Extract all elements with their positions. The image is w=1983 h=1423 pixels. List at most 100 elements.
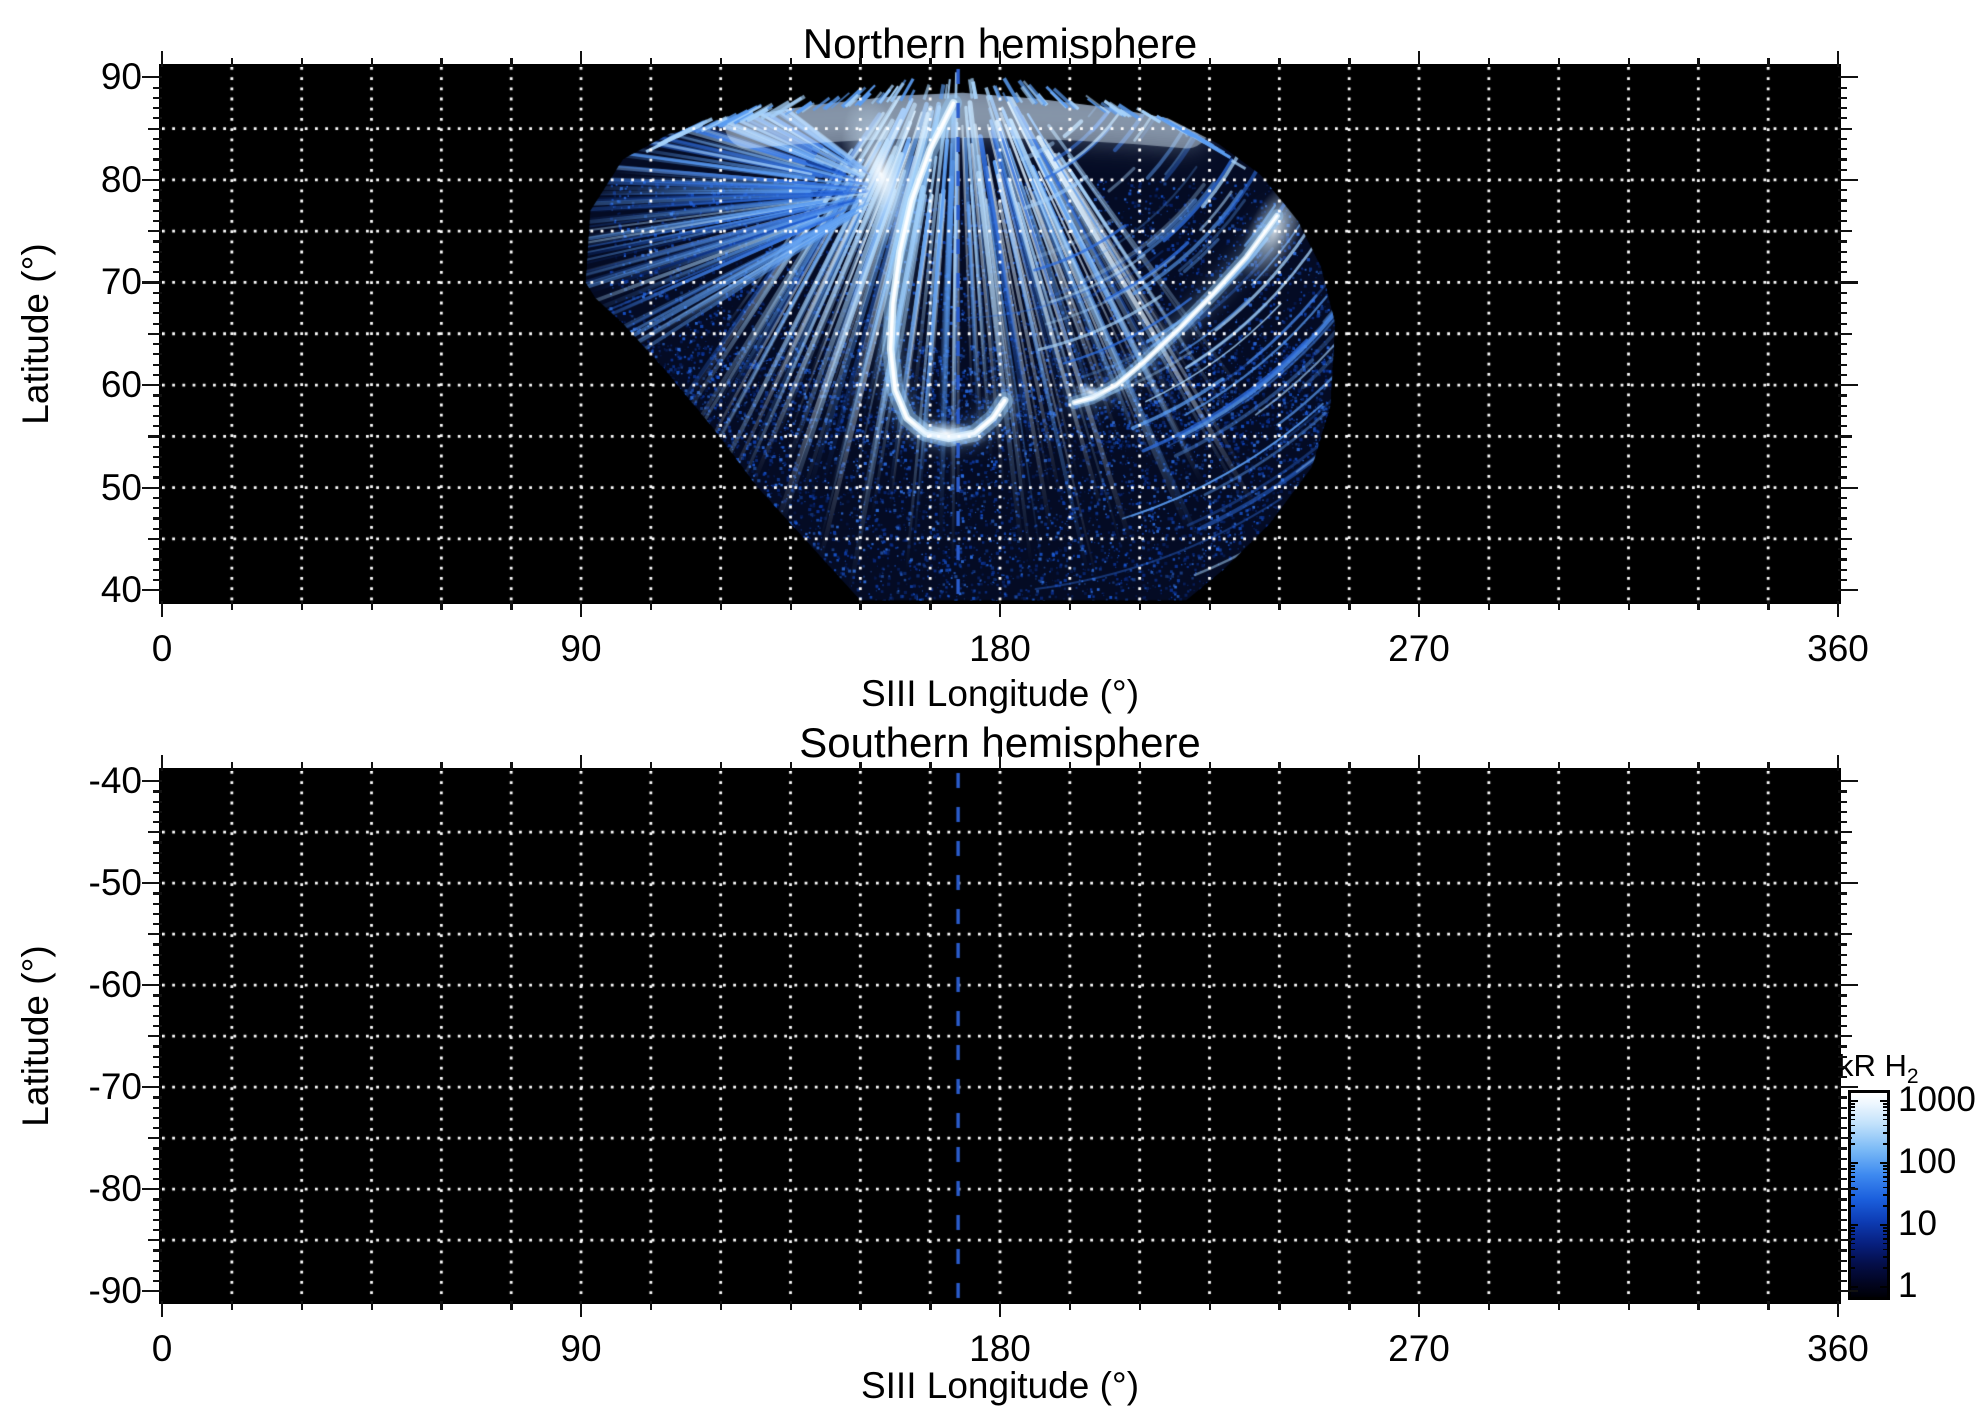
- x-tick-mirror: [440, 58, 443, 67]
- colorbar-minor-tick: [1851, 1171, 1855, 1174]
- y-tick: [153, 800, 162, 803]
- colorbar-title: kR H2: [1838, 1048, 1919, 1089]
- y-tick-mirror: [1838, 219, 1847, 223]
- y-tick: [153, 1167, 162, 1170]
- y-tick: [142, 780, 162, 783]
- y-tick-mirror: [1838, 872, 1847, 875]
- x-tick-label: 270: [1388, 1328, 1450, 1369]
- x-tick-mirror: [1068, 762, 1072, 771]
- x-tick-mirror: [929, 762, 932, 771]
- y-tick: [153, 953, 162, 956]
- y-tick-mirror: [1838, 353, 1847, 356]
- y-tick: [153, 209, 162, 212]
- y-tick: [142, 76, 162, 79]
- y-tick-mirror: [1838, 291, 1847, 294]
- x-tick-mirror: [230, 58, 234, 67]
- y-tick-mirror: [1838, 466, 1847, 469]
- x-tick: [1767, 1301, 1770, 1310]
- colorbar-tick: [1851, 1100, 1858, 1103]
- y-tick: [153, 902, 162, 905]
- y-tick: [153, 994, 162, 997]
- colorbar-minor-tick: [1883, 1109, 1887, 1112]
- y-tick-mirror: [1838, 1157, 1847, 1160]
- y-tick: [153, 861, 162, 864]
- y-tick: [153, 425, 162, 428]
- x-tick: [1837, 1301, 1840, 1317]
- colorbar-minor-tick: [1851, 1164, 1855, 1167]
- colorbar-minor-tick: [1883, 1118, 1887, 1121]
- y-tick-mirror: [1838, 1280, 1847, 1283]
- colorbar-tick: [1851, 1224, 1858, 1227]
- y-tick-label: 50: [100, 466, 142, 508]
- x-tick-mirror: [1487, 762, 1491, 771]
- colorbar-minor-tick: [1883, 1194, 1887, 1197]
- x-tick: [230, 601, 234, 610]
- colorbar-minor-tick: [1883, 1124, 1887, 1127]
- y-tick: [153, 404, 162, 407]
- y-tick: [153, 107, 162, 110]
- y-tick: [153, 1055, 162, 1058]
- y-tick-mirror: [1838, 96, 1847, 99]
- y-tick-mirror: [1838, 963, 1847, 966]
- x-tick-mirror: [1557, 58, 1561, 67]
- south-x-axis-label: SIII Longitude (°): [860, 1365, 1140, 1406]
- y-tick: [148, 332, 162, 335]
- x-tick: [1627, 601, 1630, 610]
- colorbar-tick: [1880, 1224, 1887, 1227]
- y-tick: [148, 1035, 162, 1038]
- y-tick: [153, 148, 162, 151]
- y-tick-mirror: [1838, 189, 1847, 192]
- y-tick: [153, 1249, 162, 1252]
- x-tick: [580, 601, 583, 617]
- y-tick-mirror: [1838, 425, 1847, 428]
- y-tick-mirror: [1838, 882, 1858, 885]
- y-tick: [153, 1198, 162, 1201]
- y-tick: [153, 414, 162, 418]
- y-tick: [153, 312, 162, 315]
- north-panel-heatmap: [162, 67, 1838, 601]
- y-tick-mirror: [1838, 1055, 1847, 1058]
- colorbar-minor-tick: [1883, 1256, 1887, 1259]
- y-tick: [153, 1229, 162, 1232]
- y-tick: [153, 790, 162, 793]
- y-tick: [153, 851, 162, 854]
- y-tick: [142, 1188, 162, 1191]
- y-tick-mirror: [1838, 800, 1847, 803]
- colorbar-minor-tick: [1851, 1194, 1855, 1197]
- x-tick: [1837, 601, 1840, 617]
- y-tick: [142, 384, 162, 387]
- x-tick-mirror: [999, 755, 1002, 771]
- colorbar-minor-tick: [1883, 1230, 1887, 1232]
- x-tick: [719, 1301, 723, 1310]
- y-tick-mirror: [1838, 537, 1852, 541]
- colorbar-minor-tick: [1883, 1132, 1887, 1135]
- x-tick-mirror: [1557, 762, 1561, 771]
- y-tick: [153, 1280, 162, 1283]
- y-tick-mirror: [1838, 912, 1847, 915]
- y-tick-label: -50: [88, 862, 142, 904]
- y-tick-mirror: [1838, 1035, 1852, 1038]
- colorbar-minor-tick: [1851, 1226, 1855, 1229]
- colorbar-tick-label: 10: [1898, 1204, 1937, 1243]
- y-tick: [148, 537, 162, 541]
- y-tick: [153, 1208, 162, 1211]
- x-tick-mirror: [1068, 58, 1072, 67]
- x-tick-mirror: [1767, 762, 1770, 771]
- y-tick: [153, 527, 162, 530]
- y-tick-label: -40: [88, 760, 142, 802]
- x-tick: [1697, 1301, 1700, 1310]
- y-tick-mirror: [1838, 984, 1858, 987]
- colorbar-minor-tick: [1883, 1180, 1887, 1183]
- y-tick: [153, 496, 162, 500]
- colorbar-minor-tick: [1883, 1106, 1887, 1108]
- colorbar-minor-tick: [1883, 1226, 1887, 1229]
- x-tick-mirror: [1348, 762, 1351, 771]
- y-tick-mirror: [1838, 1218, 1847, 1221]
- south-panel-heatmap: [162, 771, 1838, 1301]
- colorbar-minor-tick: [1851, 1180, 1855, 1183]
- x-tick: [1767, 601, 1770, 610]
- y-tick: [153, 291, 162, 294]
- x-tick-mirror: [1138, 58, 1142, 67]
- y-tick-mirror: [1838, 589, 1858, 592]
- y-tick-mirror: [1838, 445, 1847, 448]
